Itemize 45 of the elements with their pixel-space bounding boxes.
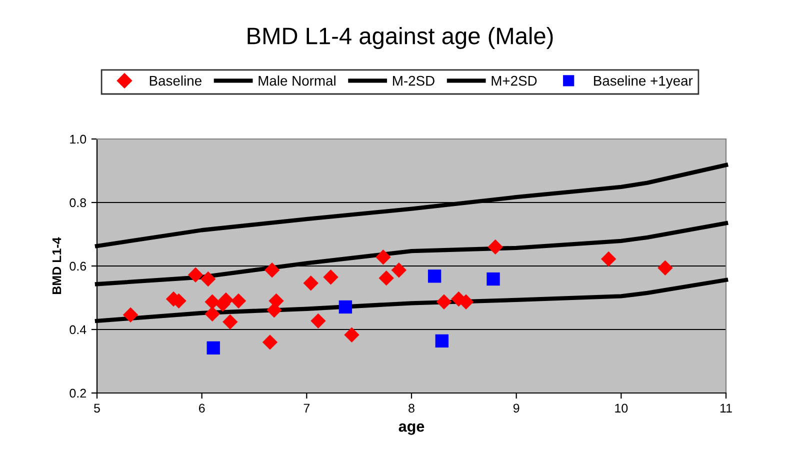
x-tick-label: 7 <box>304 404 310 412</box>
point <box>378 270 394 286</box>
y-tick-label: 0.6 <box>70 262 86 271</box>
point <box>376 250 391 265</box>
legend-label: Male Normal <box>258 76 336 86</box>
legend-label: Baseline <box>150 76 202 86</box>
point <box>206 341 220 355</box>
point <box>200 271 216 287</box>
y-tick-label: 0.2 <box>70 388 86 398</box>
point <box>264 262 280 278</box>
x-tick-label: 6 <box>198 404 205 413</box>
point <box>188 267 204 282</box>
y-tick-label: 0.4 <box>70 325 86 334</box>
x-tick-label: 8 <box>408 404 414 413</box>
x-tick-label: 11 <box>720 404 732 412</box>
point <box>435 334 448 348</box>
legend-label: Baseline +1year <box>594 76 693 88</box>
x-tick-label: 10 <box>615 404 628 413</box>
point <box>122 307 138 322</box>
point <box>222 314 238 330</box>
point <box>344 327 360 343</box>
point <box>338 300 352 314</box>
point <box>600 251 616 267</box>
x-axis-title: age <box>398 423 424 435</box>
point <box>230 293 246 309</box>
legend-label: M+2SD <box>492 76 537 86</box>
point <box>486 272 500 286</box>
x-tick-label: 9 <box>513 404 520 413</box>
point <box>428 270 442 283</box>
point <box>204 306 220 322</box>
point <box>488 239 503 255</box>
point <box>391 262 407 278</box>
point <box>323 270 338 285</box>
point <box>436 294 452 310</box>
legend-label: M-2SD <box>393 76 434 86</box>
y-tick-label: 0.8 <box>70 198 86 208</box>
y-axis-title: BMD L1-4 <box>52 237 62 294</box>
point <box>268 293 284 309</box>
x-tick-label: 5 <box>94 404 100 413</box>
chart-title: BMD L1-4 against age (Male) <box>248 26 553 50</box>
point <box>310 313 326 329</box>
point <box>658 260 673 276</box>
point <box>303 276 318 291</box>
point <box>262 334 278 350</box>
y-tick-label: 1.0 <box>70 134 86 144</box>
